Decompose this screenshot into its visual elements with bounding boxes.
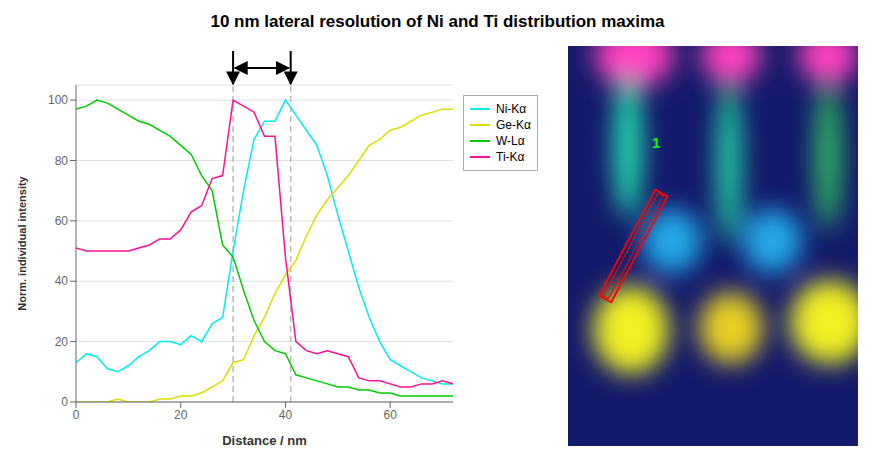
svg-text:40: 40	[55, 274, 69, 288]
svg-text:20: 20	[55, 335, 69, 349]
svg-text:Norm. individual intensity: Norm. individual intensity	[16, 175, 28, 310]
html-text:10 nm lateral resolution of Ni: 10 nm lateral resolution of Ni and Ti di…	[210, 12, 665, 31]
html-text:Ni-Kα: Ni-Kα	[496, 102, 527, 116]
html-text:Ge-Kα: Ge-Kα	[496, 118, 531, 132]
svg-text:Distance / nm: Distance / nm	[222, 433, 307, 448]
svg-text:0: 0	[61, 395, 68, 409]
svg-text:80: 80	[55, 154, 69, 168]
svg-text:1: 1	[652, 134, 660, 151]
svg-text:20: 20	[174, 408, 188, 422]
html-text:Ti-Kα: Ti-Kα	[496, 150, 525, 164]
html-text:W-Lα: W-Lα	[496, 134, 525, 148]
svg-text:40: 40	[279, 408, 293, 422]
svg-text:60: 60	[383, 408, 397, 422]
svg-text:0: 0	[73, 408, 80, 422]
svg-text:60: 60	[55, 214, 69, 228]
svg-text:100: 100	[48, 93, 68, 107]
